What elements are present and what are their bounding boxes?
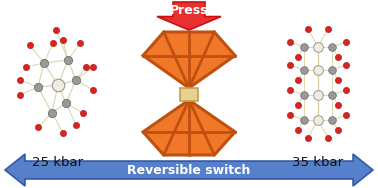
Polygon shape [143,32,235,88]
Text: 25 kbar: 25 kbar [33,155,84,168]
Polygon shape [157,2,221,30]
Polygon shape [143,100,235,155]
FancyBboxPatch shape [180,87,198,101]
Text: Reversible switch: Reversible switch [127,164,251,177]
Text: Press: Press [170,4,208,17]
Text: 35 kbar: 35 kbar [293,155,344,168]
Polygon shape [5,154,373,186]
